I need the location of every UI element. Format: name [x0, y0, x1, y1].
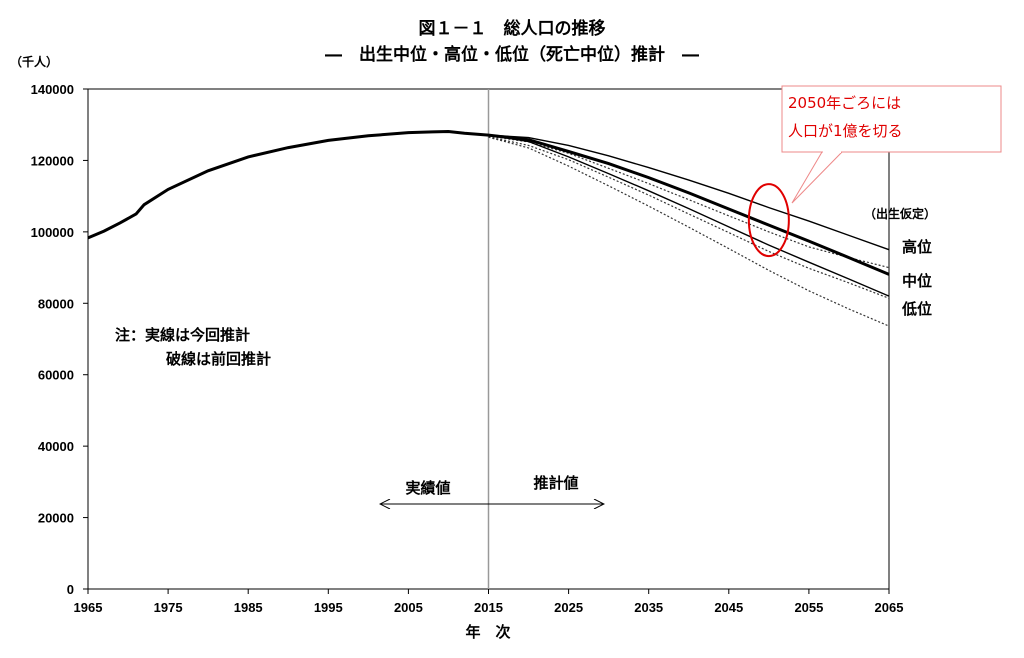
projection-values-label: 推計値	[533, 474, 578, 492]
current-projection-line-low	[488, 134, 890, 297]
x-tick-label: 2015	[474, 600, 503, 615]
previous-projection-line-1	[488, 135, 890, 269]
y-tick-label: 60000	[38, 368, 74, 383]
callout-box	[781, 85, 1002, 153]
previous-projection-line-3	[488, 136, 890, 327]
x-tick-label: 1985	[234, 600, 263, 615]
x-tick-label: 1995	[314, 600, 343, 615]
y-tick-label: 80000	[38, 296, 74, 311]
highlight-ellipse	[747, 183, 790, 258]
current-projection-line-high	[488, 134, 890, 251]
note-line-1: 注：実線は今回推計	[115, 326, 250, 344]
chart-subtitle: ― 出生中位・高位・低位（死亡中位）推計 ―	[325, 44, 699, 65]
assumption-label: （出生仮定）	[864, 206, 936, 221]
previous-projection-line-2	[488, 136, 890, 299]
actual-population-line	[87, 129, 489, 240]
callout-line-2: 人口が1億を切る	[788, 122, 903, 140]
x-tick-label: 2005	[394, 600, 423, 615]
x-tick-label: 2055	[794, 600, 823, 615]
label-medium: 中位	[902, 272, 932, 290]
x-tick-label: 2045	[714, 600, 743, 615]
callout-line-1: 2050年ごろには	[788, 94, 901, 112]
actual-values-label: 実績値	[405, 479, 450, 497]
y-tick-label: 0	[67, 582, 74, 597]
x-tick-label: 2035	[634, 600, 663, 615]
x-axis-label: 年 次	[465, 623, 510, 641]
y-tick-label: 20000	[38, 511, 74, 526]
label-low: 低位	[901, 300, 932, 318]
y-tick-label: 140000	[31, 82, 74, 97]
note-line-2: 破線は前回推計	[166, 350, 271, 368]
x-tick-label: 2025	[554, 600, 583, 615]
y-tick-label: 40000	[38, 439, 74, 454]
y-tick-label: 120000	[31, 153, 74, 168]
x-tick-label: 1975	[154, 600, 183, 615]
y-axis-unit: （千人）	[10, 54, 58, 69]
callout-pointer	[791, 151, 843, 204]
label-high: 高位	[902, 238, 932, 256]
y-tick-label: 100000	[31, 225, 74, 240]
x-tick-label: 1965	[74, 600, 103, 615]
chart-title: 図１－１ 総人口の推移	[419, 18, 606, 39]
x-tick-label: 2065	[875, 600, 904, 615]
current-projection-line-medium	[488, 133, 890, 276]
